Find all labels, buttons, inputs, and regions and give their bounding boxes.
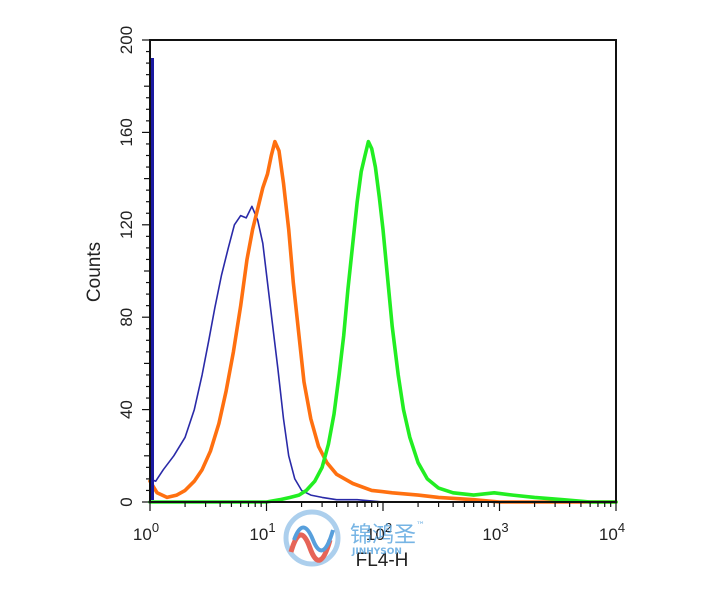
watermark-ring (283, 509, 341, 567)
series-line-1 (149, 205, 617, 503)
series-line-3 (148, 139, 618, 504)
x-axis-ticks: 100 101 102 103 104 (133, 502, 625, 544)
x-axis-title: FL4-H (356, 550, 409, 571)
watermark-logo: 锦鸿圣 ™ JINHYSON (283, 509, 425, 567)
x-tick-label: 101 (249, 520, 275, 544)
series-layer (148, 139, 618, 504)
watermark-en-text: JINHYSON (351, 547, 402, 557)
plot-frame (149, 39, 617, 503)
y-tick-label: 200 (117, 26, 136, 54)
watermark-tm: ™ (416, 521, 425, 531)
y-tick-label: 120 (117, 211, 136, 239)
y-axis-title: Counts (84, 242, 105, 302)
watermark-wave-blue (292, 525, 335, 553)
y-tick-label: 0 (117, 497, 136, 506)
y-tick-label: 160 (117, 118, 136, 146)
x-tick-label: 104 (599, 520, 625, 544)
x-tick-label: 102 (366, 520, 392, 544)
x-tick-label: 100 (133, 520, 159, 544)
series-line-2 (148, 139, 618, 504)
y-tick-label: 80 (117, 308, 136, 327)
watermark-cn-text: 锦鸿圣 (350, 523, 416, 548)
y-axis-ticks: 0 40 80 120 160 200 (117, 26, 150, 507)
x-tick-label: 103 (482, 520, 508, 544)
y-tick-label: 40 (117, 400, 136, 419)
